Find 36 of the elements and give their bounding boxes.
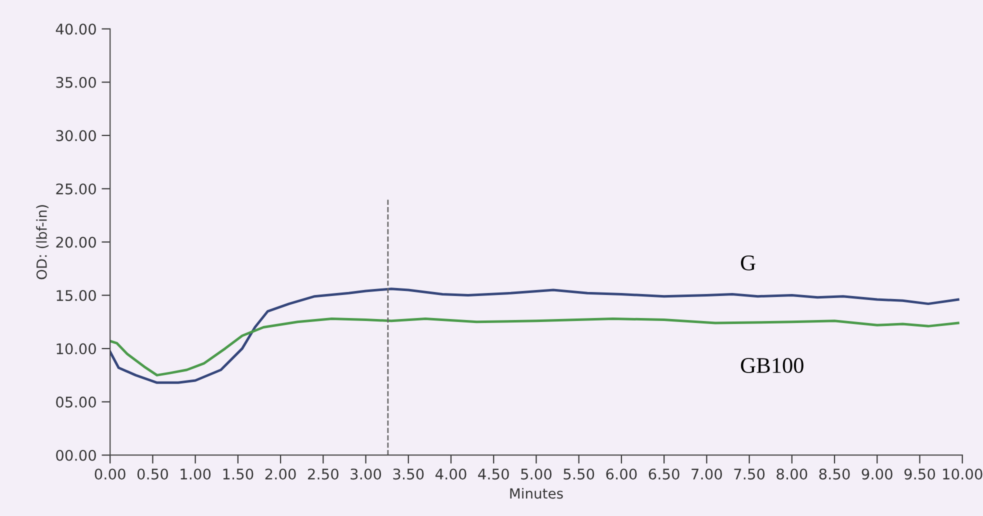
x-tick-label: 6.00	[606, 468, 637, 480]
line-series	[110, 317, 960, 376]
x-tick-label: 1.00	[180, 468, 211, 480]
y-tick-label: 10.00	[56, 343, 96, 354]
y-tick-label: 20.00	[56, 236, 96, 248]
y-tick-label: 40.00	[56, 24, 96, 35]
x-tick-label: 1.50	[223, 468, 254, 480]
line-series	[110, 288, 960, 384]
x-tick-label: 0.50	[137, 468, 168, 480]
series-label: G	[740, 255, 756, 270]
series-label: GB100	[740, 358, 804, 373]
x-tick-label: 6.50	[648, 468, 680, 480]
y-tick-label: 35.00	[56, 76, 96, 88]
x-tick-label: 9.00	[862, 468, 892, 480]
x-tick-label: 8.50	[819, 468, 850, 480]
y-tick-label: 00.00	[56, 450, 96, 461]
x-axis-title: Minutes	[510, 488, 563, 499]
x-tick-label: 2.00	[265, 468, 296, 480]
y-tick-label: 05.00	[56, 396, 96, 408]
x-tick-label: 5.00	[521, 468, 552, 480]
x-tick-label: 9.50	[904, 468, 936, 480]
x-tick-label: 3.00	[350, 468, 382, 480]
x-tick-label: 4.50	[478, 468, 509, 480]
y-tick-label: 25.00	[56, 183, 96, 194]
y-tick-label: 15.00	[56, 290, 96, 302]
x-tick-label: 3.50	[393, 468, 424, 480]
x-tick-label: 10.00	[943, 468, 982, 480]
x-tick-label: 2.50	[308, 468, 338, 480]
x-tick-label: 4.00	[435, 468, 466, 480]
x-tick-label: 8.00	[776, 468, 808, 480]
y-tick-label: 30.00	[56, 130, 96, 142]
x-tick-label: 7.50	[734, 468, 765, 480]
x-tick-label: 5.50	[564, 468, 594, 480]
x-tick-label: 0.00	[94, 468, 126, 480]
x-tick-label: 7.00	[692, 468, 722, 480]
y-axis-title: OD: (lbf-in)	[36, 205, 49, 280]
